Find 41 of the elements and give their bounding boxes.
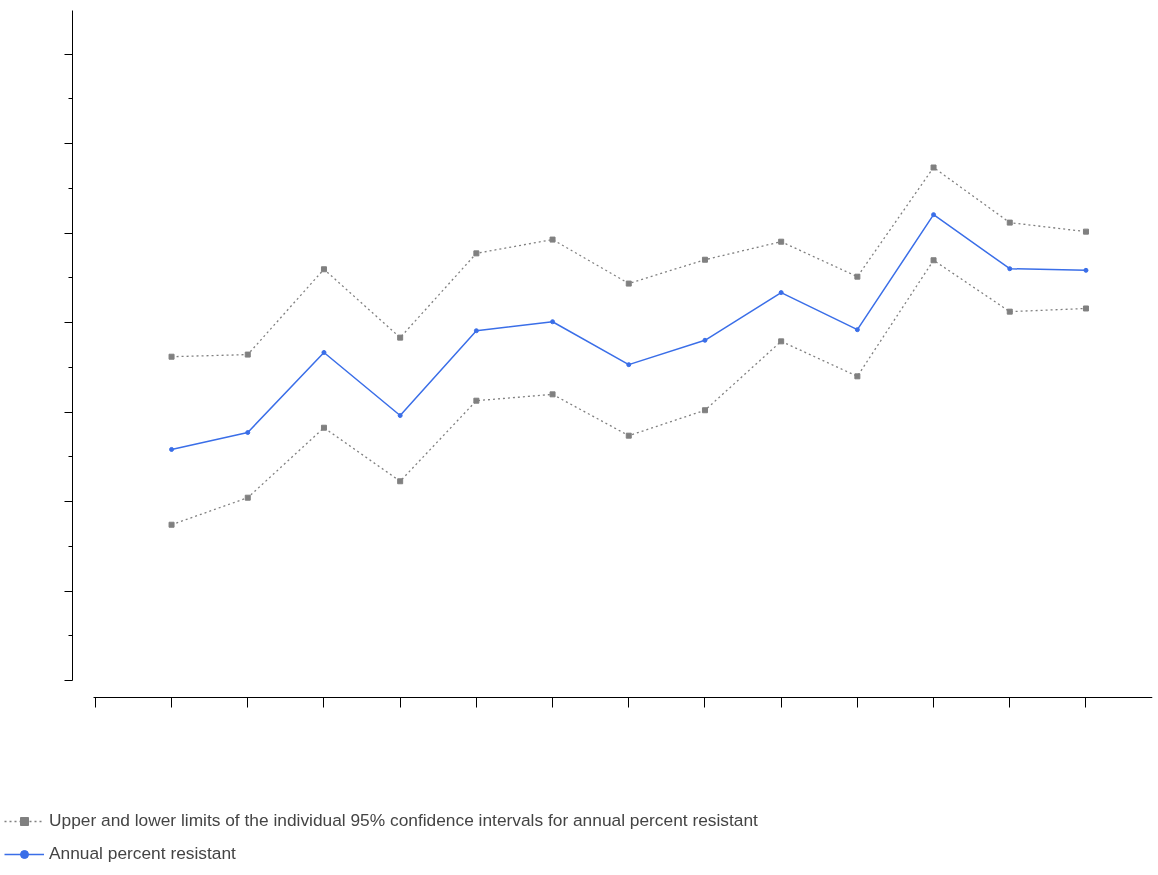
point: [854, 273, 861, 280]
point: [930, 257, 937, 264]
point: [320, 424, 327, 431]
point: [778, 338, 785, 345]
point: [778, 238, 785, 245]
point: [320, 266, 327, 273]
point: [701, 256, 708, 263]
point: [1006, 219, 1013, 226]
point: [854, 373, 861, 380]
point: [397, 413, 403, 419]
point: [397, 334, 404, 341]
point: [397, 478, 404, 485]
point: [931, 212, 937, 218]
point: [168, 353, 175, 360]
point: [473, 328, 479, 334]
point: [168, 521, 175, 528]
point: [701, 407, 708, 414]
point: [702, 337, 708, 343]
point: [1082, 228, 1089, 235]
legend-label: Upper and lower limits of the individual 95% confidence intervals for annual percent resistant: [49, 810, 758, 831]
point: [169, 446, 175, 452]
point: [321, 349, 327, 355]
point: [244, 351, 251, 358]
point: [1007, 266, 1013, 272]
point: [473, 397, 480, 404]
point: [245, 430, 251, 435]
point: [550, 319, 556, 325]
point: [1082, 305, 1089, 312]
legend-label: Annual percent resistant: [49, 843, 236, 864]
point: [778, 290, 784, 296]
point: [626, 362, 632, 368]
point: [1006, 308, 1013, 315]
point: [244, 494, 251, 501]
point: [625, 432, 632, 439]
point: [930, 164, 937, 171]
point: [854, 327, 860, 333]
point: [549, 236, 556, 243]
point: [473, 250, 480, 257]
point: [1083, 267, 1089, 273]
point: [549, 391, 556, 398]
point: [625, 280, 632, 287]
